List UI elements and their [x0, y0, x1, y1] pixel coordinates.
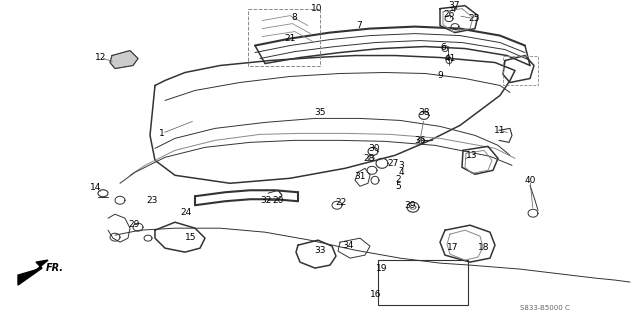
Text: 1: 1 — [159, 129, 165, 138]
Text: 5: 5 — [395, 182, 401, 191]
Text: 29: 29 — [128, 220, 140, 229]
Text: 10: 10 — [311, 4, 323, 13]
Text: 7: 7 — [356, 21, 362, 30]
Text: 2: 2 — [395, 175, 401, 184]
Text: 31: 31 — [355, 172, 365, 181]
Text: 23: 23 — [147, 196, 157, 205]
Text: 33: 33 — [314, 246, 326, 255]
Polygon shape — [18, 260, 48, 285]
Text: 15: 15 — [185, 233, 196, 242]
Text: 16: 16 — [371, 290, 381, 299]
Text: 21: 21 — [284, 34, 296, 43]
Text: 13: 13 — [467, 151, 477, 160]
Text: 18: 18 — [478, 243, 490, 252]
Text: FR.: FR. — [46, 263, 64, 273]
Text: 14: 14 — [90, 183, 102, 192]
Text: 32: 32 — [260, 196, 272, 205]
Text: 19: 19 — [376, 263, 388, 273]
Text: 22: 22 — [335, 198, 347, 207]
Text: 40: 40 — [524, 176, 536, 185]
Text: S833-B5000 C: S833-B5000 C — [520, 305, 570, 311]
Text: 38: 38 — [419, 108, 429, 117]
Text: 37: 37 — [448, 1, 460, 10]
Text: 6: 6 — [440, 43, 446, 52]
Text: 39: 39 — [404, 201, 416, 210]
Text: 25: 25 — [468, 14, 480, 23]
Text: 35: 35 — [314, 108, 326, 117]
Text: 3: 3 — [398, 161, 404, 170]
Text: 4: 4 — [398, 168, 404, 177]
Text: 36: 36 — [414, 136, 426, 145]
Text: 8: 8 — [291, 13, 297, 22]
Text: 30: 30 — [368, 144, 380, 153]
Text: 28: 28 — [364, 154, 374, 163]
Text: 26: 26 — [444, 10, 454, 19]
Polygon shape — [110, 50, 138, 69]
Text: 9: 9 — [437, 71, 443, 80]
Text: 41: 41 — [444, 54, 456, 63]
Text: 11: 11 — [494, 126, 506, 135]
Text: 24: 24 — [180, 208, 191, 217]
Text: 20: 20 — [272, 196, 284, 205]
Text: 17: 17 — [447, 243, 459, 252]
Text: 12: 12 — [95, 53, 107, 62]
Text: 34: 34 — [342, 241, 354, 250]
Bar — [378, 260, 468, 305]
Text: 27: 27 — [387, 159, 399, 168]
